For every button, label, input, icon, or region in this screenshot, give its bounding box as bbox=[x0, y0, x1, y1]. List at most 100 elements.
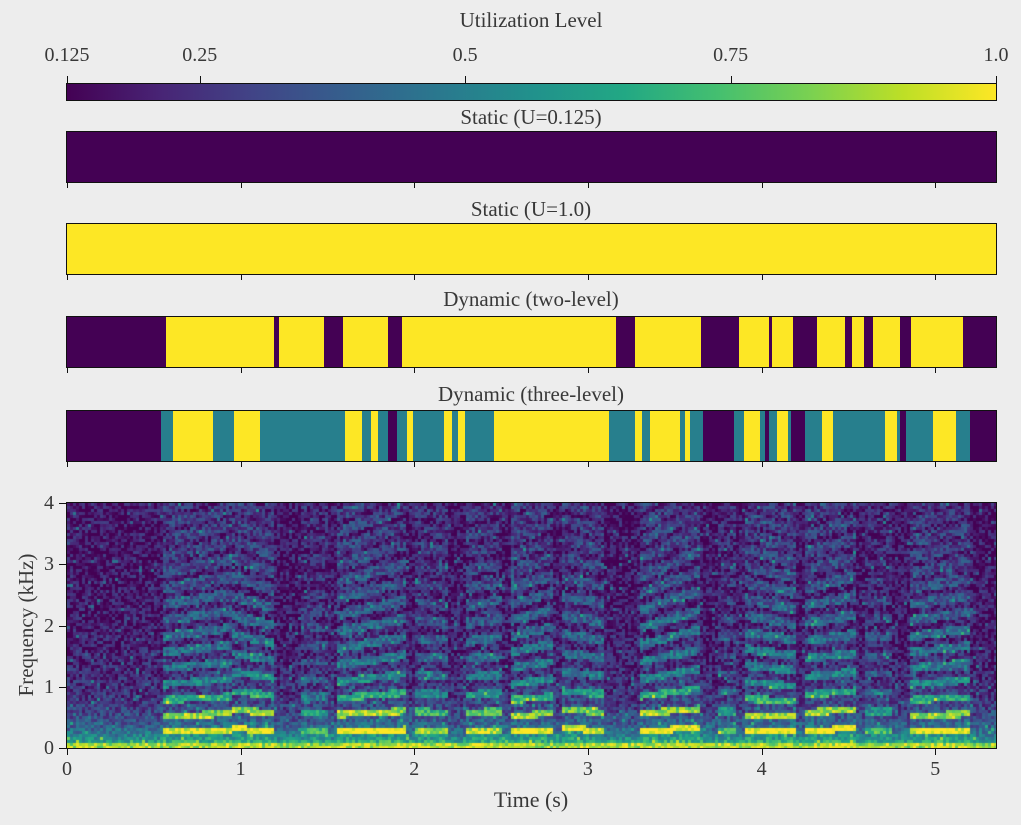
colorbar bbox=[66, 83, 997, 101]
x-axis-tick bbox=[414, 749, 416, 755]
strip-segment bbox=[832, 411, 885, 461]
strip-segment bbox=[362, 411, 371, 461]
strip-segment bbox=[768, 411, 778, 461]
strip-segment bbox=[905, 411, 934, 461]
utilization-strip bbox=[66, 131, 997, 183]
axis-tick bbox=[587, 183, 589, 188]
strip-segment bbox=[388, 317, 403, 367]
y-tick-label: 0 bbox=[44, 737, 54, 759]
strip-segment bbox=[464, 411, 495, 461]
axis-tick bbox=[67, 183, 68, 188]
strip-segment bbox=[457, 411, 465, 461]
strip-segment bbox=[792, 317, 818, 367]
strip-segment bbox=[872, 317, 901, 367]
strip-segment bbox=[900, 411, 906, 461]
strip-segment bbox=[278, 317, 324, 367]
utilization-strip bbox=[66, 316, 997, 368]
strip-segment bbox=[67, 224, 996, 274]
axis-tick bbox=[587, 275, 589, 280]
strip-segment bbox=[817, 317, 845, 367]
colorbar-tick-label: 1.0 bbox=[983, 44, 1009, 66]
axis-tick bbox=[935, 183, 937, 188]
axis-tick bbox=[414, 275, 416, 280]
strip-segment bbox=[702, 411, 734, 461]
y-axis-tick bbox=[59, 625, 66, 627]
strip-segment bbox=[160, 411, 173, 461]
strip-segment bbox=[402, 317, 616, 367]
colorbar-tick bbox=[730, 76, 732, 83]
strip-segment bbox=[67, 411, 161, 461]
strip-segment bbox=[700, 317, 739, 367]
strip-segment bbox=[412, 411, 444, 461]
axis-tick bbox=[414, 183, 416, 188]
strip-segment bbox=[910, 317, 963, 367]
strip-segment bbox=[685, 411, 691, 461]
axis-tick bbox=[414, 462, 416, 467]
axis-tick bbox=[935, 368, 937, 373]
strip-segment bbox=[822, 411, 833, 461]
strip-segment bbox=[897, 411, 901, 461]
colorbar-tick-label: 0.125 bbox=[44, 44, 90, 66]
x-tick-label: 3 bbox=[582, 758, 593, 780]
y-axis-tick bbox=[59, 564, 66, 566]
strip-segment bbox=[67, 317, 166, 367]
axis-tick bbox=[240, 275, 242, 280]
strip-segment bbox=[494, 411, 609, 461]
strip-segment bbox=[739, 317, 769, 367]
axis-tick bbox=[761, 183, 763, 188]
colorbar-tick-label: 0.25 bbox=[182, 44, 218, 66]
y-tick-label: 4 bbox=[44, 492, 54, 514]
axis-tick bbox=[761, 275, 763, 280]
axis-tick bbox=[67, 275, 68, 280]
x-axis-tick bbox=[240, 749, 242, 755]
strip-segment bbox=[165, 317, 274, 367]
strip-segment bbox=[608, 411, 635, 461]
axis-tick bbox=[935, 462, 937, 467]
y-axis-tick bbox=[59, 686, 66, 688]
y-axis-tick bbox=[59, 503, 66, 504]
axis-tick bbox=[414, 368, 416, 373]
strip-segment bbox=[733, 411, 745, 461]
strip-segment bbox=[641, 411, 651, 461]
strip-segment bbox=[844, 317, 852, 367]
strip-segment bbox=[212, 411, 234, 461]
x-tick-label: 1 bbox=[235, 758, 246, 780]
x-tick-label: 5 bbox=[930, 758, 941, 780]
strip-segment bbox=[452, 411, 458, 461]
axis-tick bbox=[67, 462, 68, 467]
strip-segment bbox=[768, 317, 772, 367]
colorbar-tick bbox=[465, 76, 467, 83]
strip-segment bbox=[67, 132, 996, 182]
strip-segment bbox=[172, 411, 213, 461]
colorbar-tick bbox=[199, 76, 201, 83]
strip-title-dynamic-two: Dynamic (two-level) bbox=[443, 287, 619, 311]
strip-segment bbox=[759, 411, 766, 461]
strip-segment bbox=[344, 411, 363, 461]
axis-tick bbox=[67, 368, 68, 373]
axis-tick bbox=[587, 462, 589, 467]
strip-segment bbox=[634, 411, 642, 461]
strip-segment bbox=[443, 411, 453, 461]
colorbar-tick-label: 0.75 bbox=[713, 44, 749, 66]
axis-tick bbox=[240, 368, 242, 373]
strip-segment bbox=[804, 411, 823, 461]
strip-segment bbox=[791, 411, 805, 461]
strip-segment bbox=[969, 411, 996, 461]
colorbar-tick-label: 0.5 bbox=[452, 44, 478, 66]
strip-segment bbox=[323, 317, 344, 367]
strip-segment bbox=[744, 411, 760, 461]
strip-segment bbox=[963, 317, 996, 367]
x-tick-label: 4 bbox=[756, 758, 767, 780]
x-tick-label: 2 bbox=[409, 758, 420, 780]
strip-segment bbox=[396, 411, 408, 461]
axis-tick bbox=[587, 368, 589, 373]
colorbar-tick bbox=[67, 76, 68, 83]
strip-segment bbox=[615, 317, 635, 367]
strip-segment bbox=[900, 317, 911, 367]
strip-segment bbox=[273, 317, 279, 367]
y-tick-label: 3 bbox=[44, 553, 54, 576]
axis-tick bbox=[761, 368, 763, 373]
y-axis-label: Frequency (kHz) bbox=[14, 553, 38, 697]
spectrogram-canvas bbox=[67, 503, 996, 748]
